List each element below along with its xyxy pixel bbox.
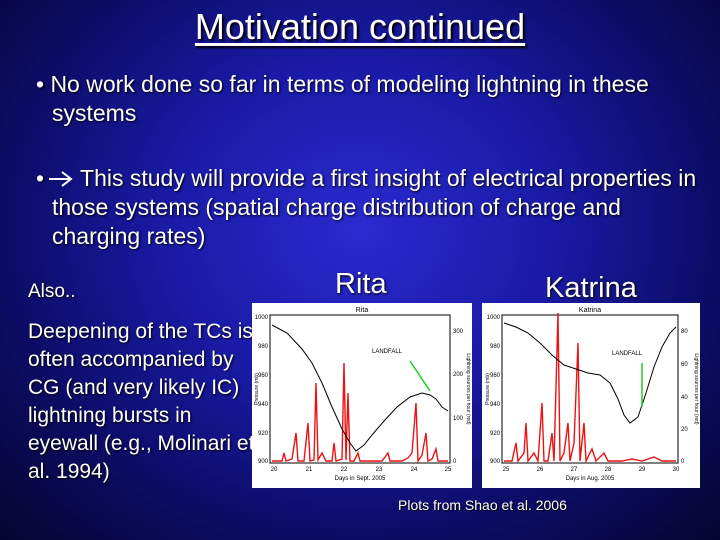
rita-pressure-series <box>271 324 449 452</box>
rita-label: Rita <box>335 268 387 300</box>
side-text-part2: eyewall (e.g., Molinari et al. 1994) <box>28 432 255 483</box>
also-label: Also.. <box>28 281 76 302</box>
svg-text:920: 920 <box>490 431 501 437</box>
katrina-label: Katrina <box>545 272 637 304</box>
svg-text:27: 27 <box>571 467 578 473</box>
svg-text:40: 40 <box>681 395 688 401</box>
svg-text:940: 940 <box>258 402 269 408</box>
katrina-left-axis-label: Pressure (mb) <box>485 373 491 405</box>
svg-text:900: 900 <box>490 459 501 465</box>
rita-lightning-series <box>272 362 448 464</box>
bullet-dot: • <box>36 165 45 191</box>
rita-left-ticks: 1000 980 960 940 920 900 <box>255 315 269 465</box>
katrina-pressure-series <box>503 322 677 424</box>
svg-text:60: 60 <box>681 362 688 368</box>
rita-x-ticks: 20 21 22 23 24 25 <box>271 467 452 473</box>
svg-text:80: 80 <box>681 329 688 335</box>
bullet-no-work: • No work done so far in terms of modeli… <box>36 71 649 126</box>
katrina-right-ticks: 80 60 40 20 0 <box>681 329 688 465</box>
svg-text:25: 25 <box>445 467 452 473</box>
svg-text:200: 200 <box>453 372 464 378</box>
katrina-left-ticks: 1000 980 960 940 920 900 <box>487 315 501 465</box>
katrina-inner-title: Katrina <box>579 307 601 314</box>
svg-text:23: 23 <box>376 467 383 473</box>
svg-text:0: 0 <box>681 459 685 465</box>
katrina-lightning-series <box>504 312 676 464</box>
rita-x-axis-label: Days in Sept. 2005 <box>335 476 386 482</box>
rita-plot-frame <box>269 314 451 464</box>
rita-right-axis-label: Lightning sources per hour (red) <box>465 353 471 424</box>
rita-left-axis-label: Pressure (mb) <box>254 373 260 405</box>
svg-text:29: 29 <box>639 467 646 473</box>
svg-text:26: 26 <box>537 467 544 473</box>
svg-text:1000: 1000 <box>487 315 501 321</box>
svg-text:960: 960 <box>490 373 501 379</box>
side-text-highlight: lightning bursts in <box>28 404 192 427</box>
svg-text:100: 100 <box>453 416 464 422</box>
svg-text:980: 980 <box>258 344 269 350</box>
svg-text:20: 20 <box>681 427 688 433</box>
rita-landfall-label: LANDFALL <box>372 349 403 355</box>
arrow-right-icon <box>49 171 73 187</box>
svg-text:940: 940 <box>490 402 501 408</box>
svg-text:28: 28 <box>605 467 612 473</box>
bullet-text: This study will provide a first insight … <box>52 165 697 249</box>
svg-text:30: 30 <box>673 467 680 473</box>
katrina-plot-image: Katrina 1000 980 960 940 920 900 80 60 4… <box>482 303 700 488</box>
svg-text:1000: 1000 <box>255 315 269 321</box>
svg-text:920: 920 <box>258 431 269 437</box>
bullet-this-study: • This study will provide a first insigh… <box>36 164 712 251</box>
svg-text:22: 22 <box>341 467 348 473</box>
side-paragraph: Deepening of the TCs is often accompanie… <box>28 318 258 486</box>
svg-text:25: 25 <box>503 467 510 473</box>
svg-text:21: 21 <box>306 467 313 473</box>
katrina-x-axis-label: Days in Aug. 2005 <box>566 476 615 482</box>
svg-text:300: 300 <box>453 329 464 335</box>
katrina-right-axis-label: Lightning sources per hour (red) <box>693 353 699 424</box>
rita-landfall-arrow <box>409 360 431 392</box>
svg-text:24: 24 <box>411 467 418 473</box>
svg-text:0: 0 <box>453 459 457 465</box>
rita-inner-title: Rita <box>356 307 369 314</box>
rita-right-ticks: 300 200 100 0 <box>453 329 464 465</box>
plot-credit: Plots from Shao et al. 2006 <box>398 497 567 513</box>
slide-title: Motivation continued <box>194 6 526 47</box>
svg-text:960: 960 <box>258 373 269 379</box>
svg-text:20: 20 <box>271 467 278 473</box>
katrina-x-ticks: 25 26 27 28 29 30 <box>503 467 680 473</box>
svg-text:980: 980 <box>490 344 501 350</box>
katrina-plot-frame <box>501 314 679 464</box>
rita-plot-image: Rita 1000 980 960 940 920 900 300 200 10… <box>252 303 472 488</box>
side-text-part1: Deepening of the TCs is often accompanie… <box>28 320 253 399</box>
katrina-landfall-label: LANDFALL <box>612 351 643 357</box>
svg-text:900: 900 <box>258 459 269 465</box>
